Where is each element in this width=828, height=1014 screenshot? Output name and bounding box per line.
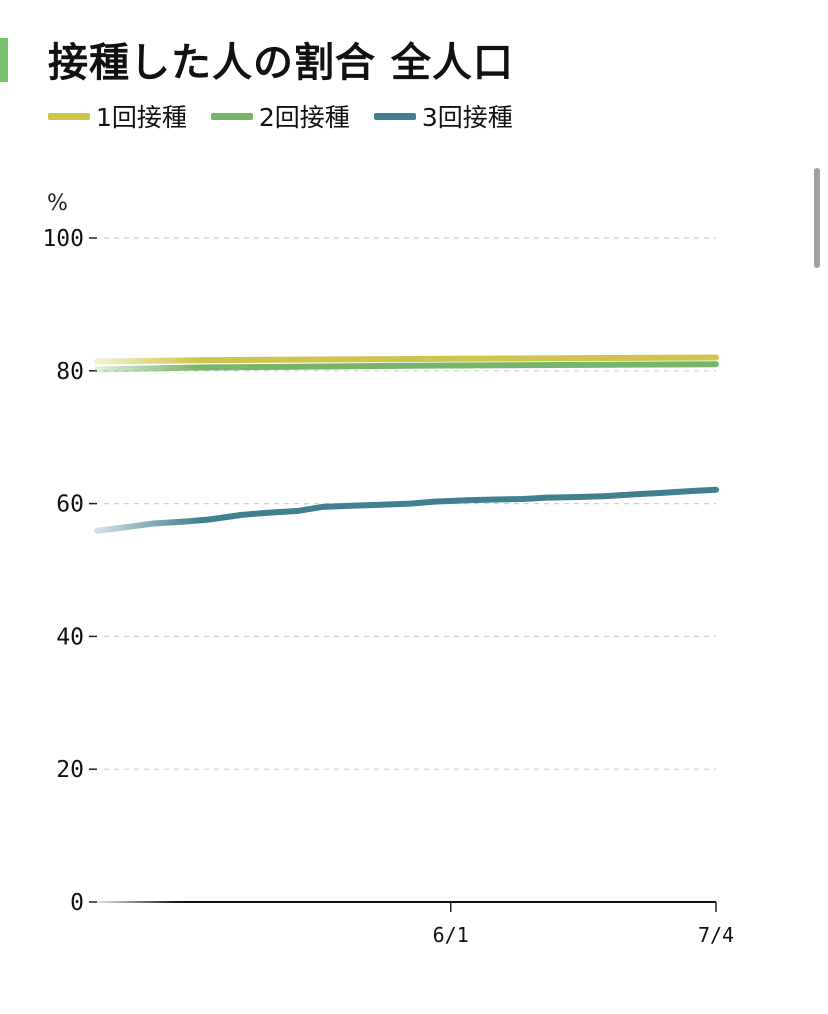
legend-item-dose1: 1回接種: [48, 98, 187, 134]
legend-label-dose3: 3回接種: [421, 103, 513, 132]
legend-swatch-dose2: [210, 112, 253, 120]
legend-label-dose1: 1回接種: [96, 103, 187, 132]
legend-item-dose2: 2回接種: [210, 98, 350, 134]
legend-swatch-dose3: [373, 112, 416, 120]
legend-swatch-dose1: [48, 112, 90, 120]
y-axis-unit-label: %: [47, 191, 68, 216]
series-line-dose2: [94, 361, 719, 373]
scrollbar-thumb[interactable]: [814, 168, 820, 268]
legend-item-dose3: 3回接種: [373, 98, 513, 134]
y-tick-label: 80: [56, 359, 84, 385]
x-tick-label: 7/4: [698, 923, 734, 947]
y-tick-label: 40: [56, 624, 84, 650]
y-tick-label: 0: [70, 890, 84, 916]
series-line-dose1: [94, 354, 719, 365]
series-line-dose3: [94, 486, 719, 534]
x-tick-label: 6/1: [433, 923, 469, 947]
chart-title: 接種した人の割合 全人口: [48, 40, 514, 86]
legend-label-dose2: 2回接種: [258, 103, 350, 132]
y-tick-label: 20: [56, 757, 84, 783]
y-tick-label: 60: [56, 492, 84, 518]
title-accent-bar: [0, 38, 8, 82]
legend: 1回接種 2回接種 3回接種: [48, 98, 537, 134]
y-tick-label: 100: [42, 226, 84, 252]
